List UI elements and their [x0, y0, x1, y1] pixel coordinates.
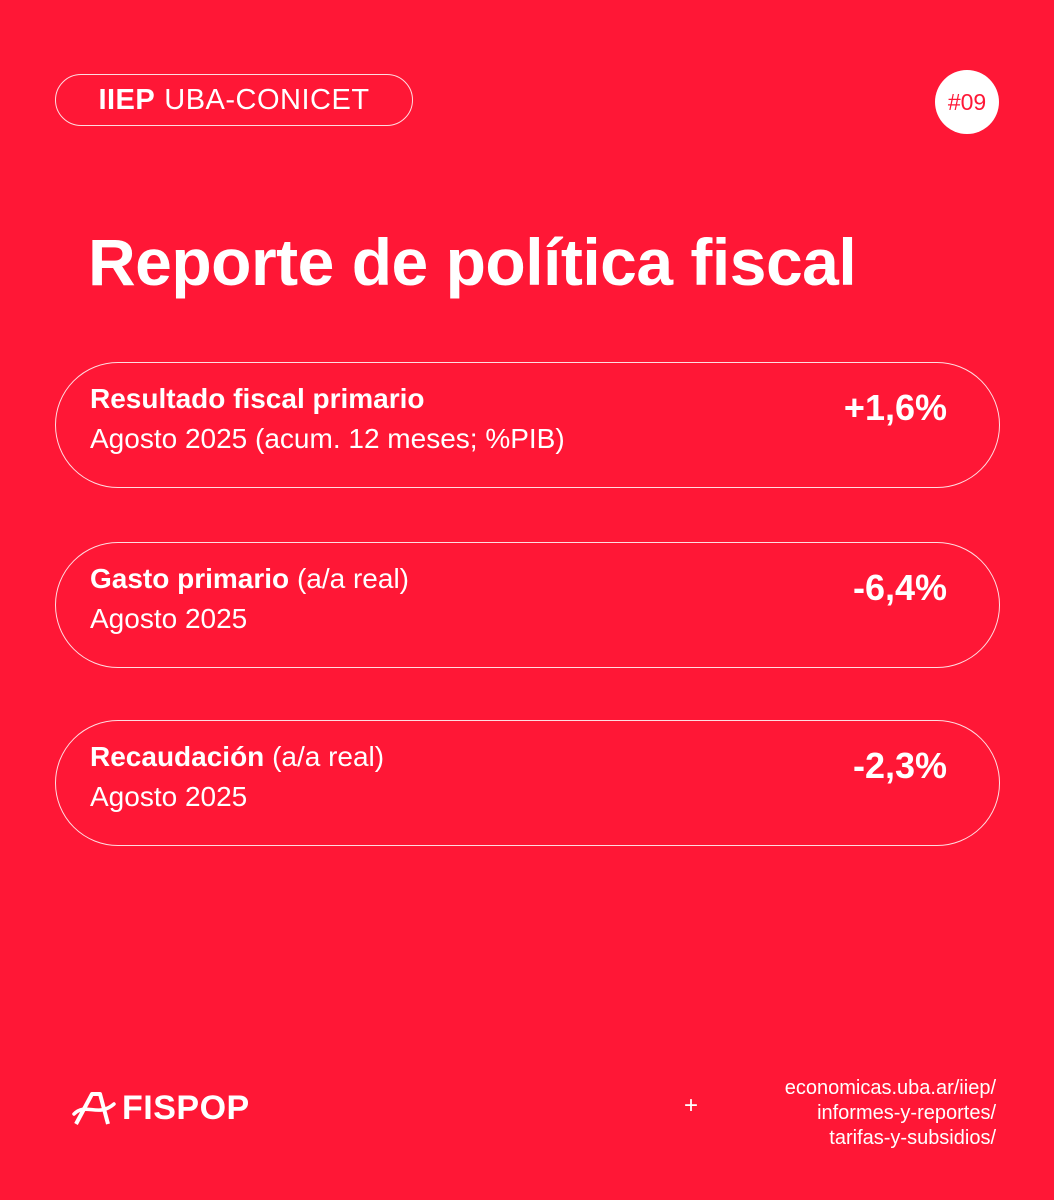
card-label: Resultado fiscal primario — [90, 383, 425, 415]
card-label-bold: Resultado fiscal primario — [90, 383, 425, 414]
fispop-logo-icon — [72, 1092, 116, 1125]
card-label-rest: (a/a real) — [289, 563, 409, 594]
url-line: informes-y-reportes/ — [817, 1102, 996, 1124]
card-value: +1,6% — [843, 387, 947, 428]
url-line: tarifas-y-subsidios/ — [829, 1127, 996, 1149]
card-value: -2,3% — [852, 745, 947, 786]
card-label: Gasto primario (a/a real) — [90, 563, 409, 595]
org-badge-rest: UBA-CONICET — [164, 83, 370, 116]
card-resultado-fiscal: Resultado fiscal primario Agosto 2025 (a… — [55, 362, 1000, 488]
url-line: economicas.uba.ar/iiep/ — [784, 1077, 996, 1099]
card-subtitle: Agosto 2025 (acum. 12 meses; %PIB) — [90, 423, 565, 454]
card-label-bold: Gasto primario — [90, 563, 290, 594]
card-label-bold: Recaudación — [90, 741, 265, 772]
card-gasto-primario: Gasto primario (a/a real) Agosto 2025 -6… — [55, 542, 1000, 668]
card-label: Recaudación (a/a real) — [90, 741, 384, 773]
issue-number-badge: #09 — [935, 70, 999, 134]
card-value: -6,4% — [852, 567, 947, 608]
footer-url[interactable]: economicas.uba.ar/iiep/ informes-y-repor… — [785, 1076, 996, 1151]
fispop-logo: FISPOP — [72, 1088, 250, 1128]
logo-text: FISPOP — [122, 1088, 250, 1127]
card-subtitle: Agosto 2025 — [90, 781, 248, 812]
org-badge: IIEP UBA-CONICET — [55, 74, 413, 126]
plus-sign: + — [684, 1092, 699, 1119]
page-title: Reporte de política fiscal — [88, 225, 857, 299]
card-recaudacion: Recaudación (a/a real) Agosto 2025 -2,3% — [55, 720, 1000, 846]
card-subtitle: Agosto 2025 — [90, 603, 248, 634]
card-label-rest: (a/a real) — [272, 741, 385, 772]
org-badge-bold: IIEP — [98, 83, 156, 116]
